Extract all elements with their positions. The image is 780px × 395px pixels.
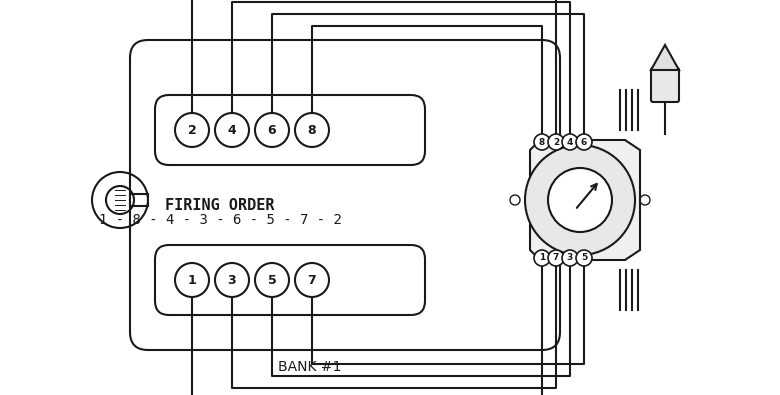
- Circle shape: [548, 168, 612, 232]
- Text: 3: 3: [228, 273, 236, 286]
- Text: 7: 7: [307, 273, 317, 286]
- Text: 8: 8: [307, 124, 317, 137]
- Circle shape: [175, 263, 209, 297]
- Circle shape: [534, 250, 550, 266]
- Text: 5: 5: [268, 273, 276, 286]
- Text: 1: 1: [539, 254, 545, 263]
- FancyBboxPatch shape: [651, 68, 679, 102]
- Text: 5: 5: [581, 254, 587, 263]
- Text: 4: 4: [228, 124, 236, 137]
- Text: 3: 3: [567, 254, 573, 263]
- Text: 1 - 8 - 4 - 3 - 6 - 5 - 7 - 2: 1 - 8 - 4 - 3 - 6 - 5 - 7 - 2: [98, 213, 342, 227]
- Circle shape: [175, 113, 209, 147]
- Circle shape: [255, 263, 289, 297]
- Text: FIRING ORDER: FIRING ORDER: [165, 198, 275, 213]
- Circle shape: [534, 134, 550, 150]
- Bar: [130, 194, 148, 206]
- Circle shape: [255, 113, 289, 147]
- Circle shape: [548, 250, 564, 266]
- Circle shape: [562, 134, 578, 150]
- Circle shape: [525, 145, 635, 255]
- Text: 7: 7: [553, 254, 559, 263]
- Text: 6: 6: [268, 124, 276, 137]
- Text: 8: 8: [539, 137, 545, 147]
- Polygon shape: [530, 140, 640, 260]
- Text: 2: 2: [188, 124, 197, 137]
- Circle shape: [295, 263, 329, 297]
- Circle shape: [576, 250, 592, 266]
- Circle shape: [215, 263, 249, 297]
- Text: 6: 6: [581, 137, 587, 147]
- Circle shape: [548, 134, 564, 150]
- Circle shape: [295, 113, 329, 147]
- Text: 2: 2: [553, 137, 559, 147]
- Polygon shape: [651, 45, 679, 70]
- Circle shape: [215, 113, 249, 147]
- Text: 4: 4: [567, 137, 573, 147]
- Circle shape: [562, 250, 578, 266]
- Circle shape: [576, 134, 592, 150]
- Text: 1: 1: [188, 273, 197, 286]
- Text: BANK #1: BANK #1: [278, 360, 342, 374]
